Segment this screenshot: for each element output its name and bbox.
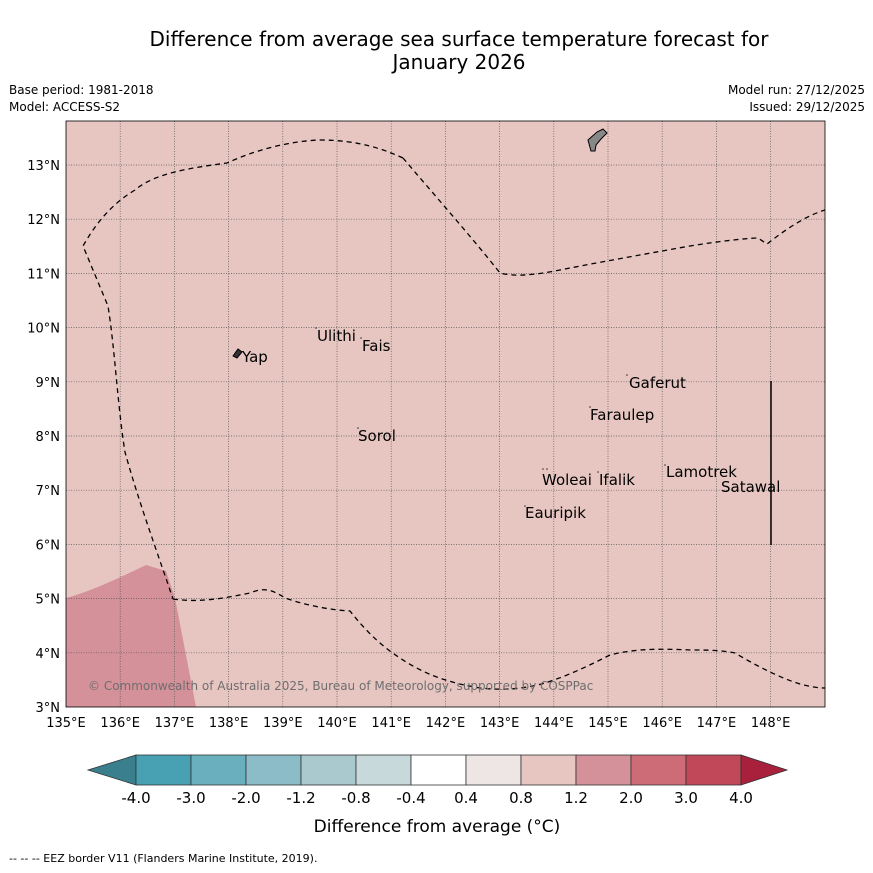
anomaly-patch-warm: [66, 565, 196, 707]
colorbar-tick-label: 0.8: [509, 789, 533, 807]
place-label-sorol: Sorol: [358, 427, 396, 445]
place-label-lamotrek: Lamotrek: [666, 463, 737, 481]
map-frame: [65, 120, 826, 708]
title-line-1: Difference from average sea surface temp…: [149, 27, 769, 51]
copyright-text: © Commonwealth of Australia 2025, Bureau…: [88, 679, 593, 693]
colorbar-tick-label: 0.4: [454, 789, 478, 807]
base-period: Base period: 1981-2018: [9, 83, 154, 97]
colorbar-segment: [630, 754, 687, 786]
colorbar-segment: [190, 754, 247, 786]
lat-tick-label: 7°N: [36, 484, 61, 499]
colorbar-segment: [245, 754, 302, 786]
colorbar: [86, 754, 789, 786]
colorbar-tick-label: 1.2: [564, 789, 588, 807]
model-run: Model run: 27/12/2025: [727, 83, 865, 97]
place-label-yap: Yap: [241, 348, 268, 366]
gridlines: [66, 121, 825, 707]
colorbar-segment: [300, 754, 357, 786]
lon-tick-label: 147°E: [697, 716, 737, 731]
colorbar-tick-label: -0.8: [341, 789, 370, 807]
footer-note: -- -- -- EEZ border V11 (Flanders Marine…: [9, 852, 318, 865]
lat-tick-label: 6°N: [36, 538, 61, 553]
colorbar-segment: [135, 754, 192, 786]
lat-tick-label: 13°N: [27, 159, 60, 174]
place-label-gaferut: Gaferut: [629, 374, 686, 392]
lon-tick-label: 141°E: [371, 716, 411, 731]
lat-tick-label: 10°N: [27, 322, 60, 337]
lon-tick-label: 145°E: [588, 716, 628, 731]
place-label-woleai: Woleai: [542, 471, 592, 489]
meta-left: Base period: 1981-2018 Model: ACCESS-S2: [9, 82, 154, 116]
colorbar-tick-label: 2.0: [619, 789, 643, 807]
lat-tick-label: 9°N: [36, 376, 61, 391]
colorbar-tick-label: -2.0: [231, 789, 260, 807]
atoll-dots: [315, 327, 666, 507]
lon-tick-label: 142°E: [426, 716, 466, 731]
lat-tick-label: 12°N: [27, 213, 60, 228]
eez-border-north: [402, 157, 825, 276]
eez-border-south: [172, 589, 825, 690]
meta-right: Model run: 27/12/2025 Issued: 29/12/2025: [728, 82, 865, 116]
lon-tick-label: 143°E: [480, 716, 520, 731]
latitude-axis: 3°N 4°N 5°N 6°N 7°N 8°N 9°N 10°N 11°N 12°N 13°N: [27, 159, 60, 716]
colorbar-tick-label: -0.4: [396, 789, 425, 807]
model-name: Model: ACCESS-S2: [9, 100, 121, 114]
place-label-eauripik: Eauripik: [525, 504, 586, 522]
lon-tick-label: 144°E: [534, 716, 574, 731]
lat-tick-label: 8°N: [36, 430, 61, 445]
colorbar-segment: [465, 754, 522, 786]
lat-tick-label: 3°N: [36, 701, 61, 716]
colorbar-tick-label: -4.0: [121, 789, 150, 807]
lon-tick-label: 136°E: [100, 716, 140, 731]
lat-tick-label: 4°N: [36, 647, 61, 662]
lon-tick-label: 148°E: [751, 716, 791, 731]
colorbar-tick-label: 4.0: [729, 789, 753, 807]
chart-title: Difference from average sea surface temp…: [0, 28, 873, 74]
place-label-faraulep: Faraulep: [590, 406, 654, 424]
colorbar-segment: [685, 754, 742, 786]
island-guam-shape: [587, 128, 608, 152]
place-label-fais: Fais: [362, 337, 391, 355]
eez-border-west: [82, 139, 404, 600]
longitude-axis: 135°E 136°E 137°E 138°E 139°E 140°E 141°E 142°E…: [46, 716, 790, 731]
lat-tick-label: 5°N: [36, 593, 61, 608]
place-label-ulithi: Ulithi: [317, 327, 356, 345]
issued-date: Issued: 29/12/2025: [749, 100, 865, 114]
colorbar-segment: [520, 754, 577, 786]
lon-tick-label: 135°E: [46, 716, 86, 731]
colorbar-segment: [410, 754, 467, 786]
colorbar-extend-low: [86, 754, 137, 786]
lat-tick-label: 11°N: [27, 267, 60, 282]
colorbar-segment: [575, 754, 632, 786]
place-label-satawal: Satawal: [721, 478, 780, 496]
colorbar-ticks: -4.0 -3.0 -2.0 -1.2 -0.8 -0.4 0.4 0.8 1.2 2.0 3.0 4…: [121, 789, 753, 807]
lon-tick-label: 137°E: [155, 716, 195, 731]
colorbar-tick-label: 3.0: [674, 789, 698, 807]
colorbar-tick-label: -1.2: [286, 789, 315, 807]
colorbar-label: Difference from average (°C): [314, 817, 561, 837]
lon-tick-label: 138°E: [209, 716, 249, 731]
island-yap-shape: [232, 348, 243, 359]
title-line-2: January 2026: [392, 50, 526, 74]
colorbar-extend-high: [740, 754, 789, 786]
place-labels: Yap Ulithi Fais Gaferut Faraulep Sorol L…: [241, 327, 780, 522]
place-label-ifalik: Ifalik: [599, 471, 635, 489]
colorbar-segment: [355, 754, 412, 786]
lon-tick-label: 146°E: [642, 716, 682, 731]
lon-tick-label: 140°E: [317, 716, 357, 731]
lon-tick-label: 139°E: [263, 716, 303, 731]
colorbar-tick-label: -3.0: [176, 789, 205, 807]
